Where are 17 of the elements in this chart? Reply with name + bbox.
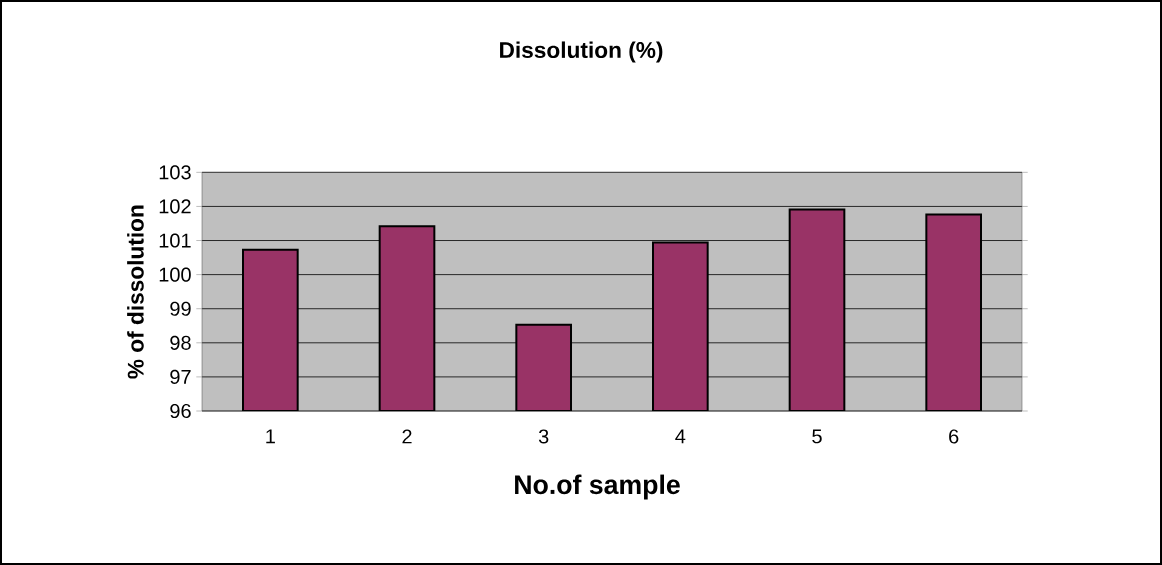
y-tick-label: 99 bbox=[170, 301, 191, 316]
y-tick-label: 98 bbox=[170, 335, 191, 350]
y-tick-label: 101 bbox=[159, 233, 191, 248]
y-tick-label: 96 bbox=[170, 403, 191, 419]
y-tick-label: 97 bbox=[170, 369, 191, 384]
y-axis-title: % of dissolution bbox=[127, 205, 144, 379]
x-tick-label: 4 bbox=[675, 429, 686, 444]
chart-title: Dissolution (%) bbox=[500, 41, 663, 63]
x-axis-title: No.of sample bbox=[515, 474, 680, 500]
x-tick-label: 3 bbox=[538, 429, 549, 444]
y-tick-label: 103 bbox=[159, 165, 191, 180]
y-tick-label: 102 bbox=[159, 199, 191, 214]
y-tick-label: 100 bbox=[159, 267, 191, 282]
x-tick-label: 5 bbox=[812, 429, 822, 444]
x-tick-label: 1 bbox=[266, 429, 275, 444]
x-tick-label: 6 bbox=[949, 429, 959, 444]
x-tick-label: 2 bbox=[402, 429, 412, 444]
